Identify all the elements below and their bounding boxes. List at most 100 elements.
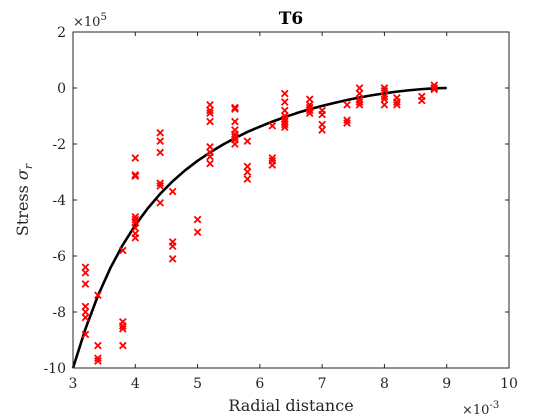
data-point: [118, 341, 127, 350]
data-point: [206, 109, 214, 118]
data-point: [131, 233, 140, 242]
y-tick-label: -8: [52, 305, 66, 321]
scatter-layer: [81, 81, 439, 365]
data-point: [417, 96, 426, 105]
data-point: [393, 98, 401, 106]
plot-area: [73, 32, 509, 368]
data-point: [343, 100, 351, 109]
data-point: [206, 152, 214, 161]
data-point: [206, 106, 214, 115]
data-point: [81, 308, 90, 316]
data-point: [156, 148, 165, 157]
data-point: [206, 100, 214, 109]
y-tick-label: -2: [52, 137, 66, 153]
fit-curve: [71, 86, 447, 369]
data-point: [280, 89, 289, 98]
y-tick-label: -6: [52, 249, 66, 265]
data-point: [305, 95, 314, 104]
data-point: [156, 137, 165, 146]
y-tick-label: 0: [57, 81, 66, 97]
data-point: [305, 100, 314, 109]
data-point: [231, 140, 239, 148]
x-tick-label: 6: [255, 376, 264, 392]
x-tick-label: 8: [380, 376, 389, 392]
data-point: [268, 154, 277, 162]
data-point: [380, 100, 389, 109]
data-point: [81, 330, 90, 339]
data-point: [156, 198, 165, 207]
data-point: [231, 103, 239, 112]
y-axis-label-subscript: r: [22, 163, 35, 169]
data-point: [393, 100, 401, 109]
y-multiplier: ×105: [73, 12, 107, 30]
data-point: [94, 291, 102, 300]
data-point: [131, 218, 140, 227]
data-point: [243, 137, 252, 146]
x-ticks: 3 4 5 6 7 8 9 10: [69, 32, 518, 392]
x-multiplier-base: ×10: [462, 403, 489, 418]
x-tick-label: 4: [131, 376, 140, 392]
data-point: [380, 92, 389, 101]
data-point: [81, 313, 90, 322]
data-point: [94, 341, 102, 350]
data-point: [380, 95, 389, 104]
fit-curve-layer: [71, 86, 447, 369]
data-point: [168, 187, 177, 196]
chart-title: T6: [279, 9, 303, 29]
data-point: [280, 120, 289, 129]
y-tick-label: -4: [52, 193, 66, 209]
data-point: [318, 120, 326, 129]
y-axis-label-main: Stress: [13, 180, 32, 236]
data-point: [343, 116, 351, 125]
data-point: [131, 215, 140, 224]
data-point: [355, 100, 364, 109]
x-tick-label: 5: [193, 376, 202, 392]
data-point: [231, 130, 239, 139]
data-point: [81, 268, 90, 277]
data-point: [206, 159, 214, 168]
x-tick-label: 9: [442, 376, 451, 392]
data-point: [131, 212, 140, 221]
data-point: [380, 84, 389, 92]
data-point: [94, 354, 102, 363]
x-multiplier: ×10-3: [462, 400, 499, 418]
data-point: [81, 280, 90, 288]
data-point: [243, 175, 252, 183]
data-point: [231, 133, 239, 141]
data-point: [193, 215, 202, 224]
data-point: [168, 242, 177, 251]
data-point: [193, 228, 202, 237]
data-point: [243, 162, 252, 171]
data-point: [118, 246, 127, 255]
data-point: [430, 84, 439, 92]
data-point: [268, 161, 277, 169]
data-point: [280, 117, 289, 126]
x-axis-label: Radial distance: [228, 396, 353, 415]
y-ticks: -10 -8 -6 -4 -2 0 2: [43, 25, 509, 377]
y-axis-label-symbol: σ: [13, 168, 32, 180]
data-point: [131, 154, 140, 162]
data-point: [156, 182, 165, 190]
data-point: [131, 172, 140, 181]
data-point: [280, 98, 289, 106]
data-point: [280, 114, 289, 123]
data-point: [343, 119, 351, 127]
data-point: [318, 110, 326, 119]
x-tick-label: 7: [318, 376, 327, 392]
data-point: [318, 126, 326, 134]
data-point: [131, 224, 140, 232]
data-point: [305, 106, 314, 115]
data-point: [355, 84, 364, 92]
data-point: [94, 357, 102, 365]
data-point: [131, 170, 140, 179]
data-point: [231, 117, 239, 126]
data-point: [206, 117, 214, 126]
x-tick-label: 3: [69, 376, 78, 392]
x-tick-label: 10: [500, 376, 518, 392]
data-point: [243, 168, 252, 176]
x-multiplier-exp: -3: [489, 400, 499, 411]
y-multiplier-exp: 5: [100, 12, 106, 23]
data-point: [280, 106, 289, 115]
data-point: [156, 128, 165, 137]
